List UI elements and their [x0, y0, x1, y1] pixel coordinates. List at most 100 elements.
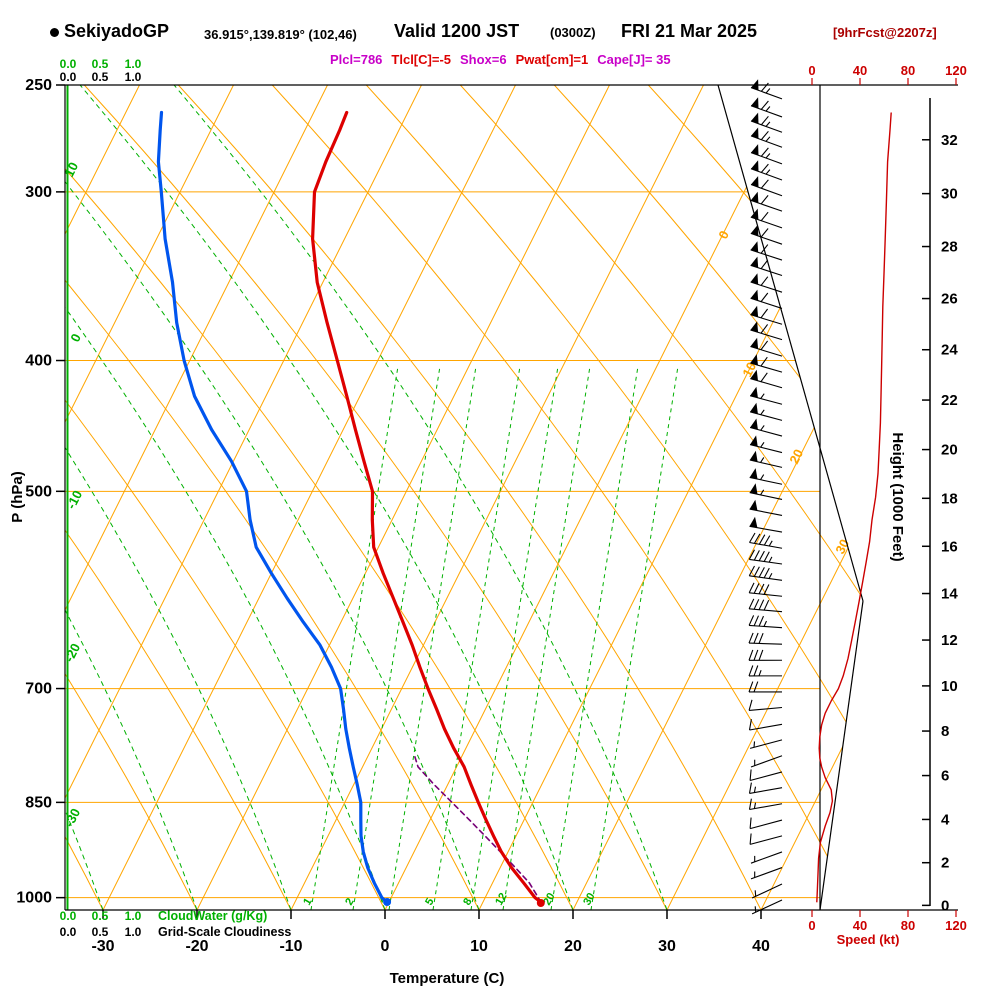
cloudiness-scale-bottom-label: 0.5	[92, 925, 109, 939]
wind-barb-full	[748, 681, 754, 693]
cloudiness-scale-top-label: 1.0	[125, 70, 142, 84]
dry-adiabat-line	[65, 85, 198, 910]
mixing-ratio-line	[352, 364, 441, 910]
wind-barb-staff	[750, 314, 783, 325]
wind-barb-pennant	[750, 208, 759, 220]
adiabat-inline-label: 0	[67, 331, 84, 344]
speed-scale-top-label: 0	[808, 63, 815, 78]
valid-time-label: Valid 1200 JST	[394, 21, 520, 41]
wind-barb-half	[753, 741, 756, 748]
cloudwater-scale-bottom-label: 0.5	[92, 909, 109, 923]
sounding-param-token: Cape[J]= 35	[597, 52, 671, 67]
wind-barb-staff	[749, 835, 783, 845]
dry-adiabat-line	[65, 85, 480, 910]
height-tick-label: 16	[941, 538, 958, 555]
speed-scale-bottom-label: 120	[945, 918, 967, 933]
wind-barb-full	[753, 649, 759, 661]
wind-barb-pennant	[751, 112, 759, 124]
wind-barb-pennant	[750, 241, 759, 253]
wind-barb-full	[758, 567, 765, 578]
wind-barb-staff	[750, 329, 783, 341]
wind-barb-staff	[751, 899, 783, 915]
mixing-ratio-line	[310, 364, 399, 910]
wind-barb-staff	[749, 706, 783, 711]
wind-barb-staff	[750, 183, 783, 197]
wind-barb-half	[765, 88, 771, 94]
dry-adiabat-line	[83, 85, 668, 910]
wind-barb-full	[748, 798, 752, 810]
wind-barb-half	[765, 153, 771, 159]
dry-adiabat-line	[65, 85, 292, 910]
height-tick-label: 24	[941, 342, 958, 359]
height-tick-label: 14	[941, 586, 958, 603]
wind-barb-full	[758, 550, 765, 562]
wind-barb-half	[768, 540, 773, 547]
isotherm-line	[65, 85, 140, 910]
temperature-tick-label: -30	[91, 938, 114, 955]
station-coordinates: 36.915°,139.819° (102,46)	[204, 27, 357, 42]
wind-barb-pennant	[749, 468, 758, 479]
wind-barb-full	[760, 163, 769, 173]
wind-barb-half	[754, 890, 757, 897]
moist-adiabat-line	[65, 85, 480, 910]
valid-zulu-label: (0300Z)	[550, 25, 596, 40]
dry-adiabat-line	[553, 85, 863, 910]
wind-barb-full	[753, 615, 760, 627]
wind-barb-full	[753, 632, 759, 644]
cloudwater-scale-bottom-label: 0.0	[60, 909, 77, 923]
wind-barb-full	[748, 565, 755, 577]
wind-barb-pennant	[751, 97, 759, 109]
isotherm-line	[102, 85, 516, 910]
temperature-tick-label: -20	[185, 938, 208, 955]
sounding-param-token: Tlcl[C]=-5	[391, 52, 451, 67]
wind-barb-full	[760, 211, 769, 222]
wind-barb-pennant	[750, 418, 758, 430]
height-tick-label: 0	[941, 897, 949, 914]
wind-barb-half	[760, 409, 765, 416]
wind-barb-half	[768, 556, 773, 563]
cloudiness-legend: Grid-Scale Cloudiness	[158, 925, 291, 939]
wind-barb-staff	[750, 199, 783, 212]
wind-barb-full	[760, 324, 769, 334]
isotherm-line	[65, 85, 328, 910]
wind-barb-pennant	[750, 305, 759, 317]
speed-scale-top-label: 120	[945, 63, 967, 78]
pressure-tick-label: 250	[25, 77, 52, 94]
wind-barb-full	[758, 583, 765, 595]
wind-barb-full	[760, 244, 769, 254]
wind-barb-half	[765, 136, 771, 142]
wind-barb-half	[760, 489, 765, 496]
mixing-ratio-line	[470, 364, 559, 910]
wind-barb-full	[763, 551, 770, 562]
wind-barb-full	[749, 769, 752, 781]
wind-barb-full	[760, 147, 769, 157]
wind-barb-full	[760, 179, 769, 189]
wind-barb-full	[748, 699, 753, 711]
wind-barb-half	[765, 106, 771, 112]
wind-barb-pennant	[750, 289, 759, 301]
station-marker-dot	[50, 28, 59, 37]
temperature-tick-label: 30	[658, 938, 676, 955]
wind-barb-full	[753, 583, 760, 594]
height-tick-label: 6	[941, 768, 949, 785]
wind-barb-pennant	[750, 337, 759, 349]
wind-barb-full	[760, 130, 769, 141]
wind-barb-full	[748, 782, 752, 794]
wind-barb-full	[748, 649, 754, 661]
wind-barb-full	[760, 356, 768, 367]
adiabat-inline-label: 10	[61, 160, 81, 180]
wind-barb-full	[753, 665, 759, 677]
wind-barb-pennant	[749, 450, 758, 462]
wind-barb-full	[760, 259, 769, 270]
wind-barb-half	[753, 786, 757, 793]
wind-barb-pennant	[751, 127, 759, 139]
wind-barb-pennant	[751, 176, 759, 188]
pressure-tick-label: 850	[25, 794, 52, 811]
wind-barb-pennant	[749, 499, 758, 511]
wind-barb-staff	[750, 362, 783, 373]
wind-barb-half	[763, 620, 768, 627]
grid-layer	[65, 85, 863, 910]
wind-barb-staff	[750, 755, 783, 768]
surface-dewpoint-dot	[383, 898, 392, 906]
height-tick-label: 28	[941, 239, 958, 256]
